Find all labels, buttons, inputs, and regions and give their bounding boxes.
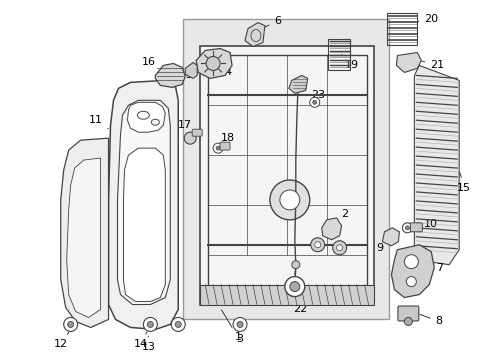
Text: 19: 19 [342, 54, 359, 71]
Circle shape [406, 276, 416, 287]
Circle shape [313, 100, 317, 104]
Circle shape [405, 226, 409, 230]
Polygon shape [322, 218, 342, 240]
Ellipse shape [137, 111, 149, 119]
Polygon shape [155, 63, 185, 87]
Text: 18: 18 [220, 133, 235, 146]
Circle shape [64, 318, 77, 332]
Circle shape [404, 318, 413, 325]
Text: 8: 8 [420, 314, 443, 327]
Text: 20: 20 [417, 14, 439, 24]
Circle shape [175, 321, 181, 328]
Polygon shape [61, 138, 108, 328]
Circle shape [216, 146, 220, 150]
FancyBboxPatch shape [192, 129, 202, 136]
FancyBboxPatch shape [398, 306, 419, 321]
Circle shape [213, 143, 223, 153]
Text: 3: 3 [237, 328, 244, 345]
Circle shape [404, 255, 418, 269]
Circle shape [290, 282, 300, 292]
Text: 4: 4 [217, 65, 232, 77]
Circle shape [144, 318, 157, 332]
Polygon shape [196, 49, 232, 78]
Polygon shape [108, 80, 178, 329]
Polygon shape [118, 100, 171, 305]
Circle shape [237, 321, 243, 328]
Text: 5: 5 [185, 71, 192, 80]
Polygon shape [245, 23, 265, 46]
Circle shape [68, 321, 74, 328]
Text: 21: 21 [422, 60, 444, 71]
Text: 23: 23 [311, 90, 325, 100]
Circle shape [402, 223, 413, 233]
Circle shape [315, 242, 321, 248]
Polygon shape [289, 75, 308, 93]
Polygon shape [383, 228, 399, 246]
Bar [328, 39, 349, 71]
Bar [388, 13, 417, 45]
Polygon shape [392, 245, 434, 298]
Circle shape [172, 318, 185, 332]
Polygon shape [396, 53, 421, 72]
Circle shape [292, 261, 300, 269]
Text: 1: 1 [221, 310, 242, 342]
Text: 16: 16 [142, 58, 162, 72]
Text: 14: 14 [133, 332, 147, 349]
Text: 22: 22 [293, 298, 307, 315]
Bar [200, 285, 374, 305]
Circle shape [184, 132, 196, 144]
Text: 7: 7 [431, 263, 443, 273]
Circle shape [311, 238, 325, 252]
FancyBboxPatch shape [220, 142, 230, 150]
Text: 9: 9 [376, 237, 388, 253]
Polygon shape [183, 19, 390, 319]
Circle shape [333, 241, 346, 255]
Circle shape [206, 57, 220, 71]
Text: 13: 13 [142, 336, 155, 352]
Circle shape [337, 245, 343, 251]
Polygon shape [415, 66, 459, 265]
Polygon shape [127, 102, 165, 132]
Circle shape [233, 318, 247, 332]
Circle shape [310, 97, 319, 107]
Ellipse shape [151, 119, 159, 125]
Circle shape [280, 190, 300, 210]
Text: 11: 11 [89, 115, 108, 129]
Text: 12: 12 [53, 332, 69, 349]
FancyBboxPatch shape [410, 223, 422, 232]
Text: 2: 2 [335, 209, 348, 224]
Polygon shape [67, 158, 100, 318]
Text: 10: 10 [417, 219, 438, 229]
Text: 17: 17 [178, 120, 192, 136]
Text: 6: 6 [260, 15, 281, 29]
Text: 15: 15 [457, 173, 471, 193]
Circle shape [147, 321, 153, 328]
Circle shape [285, 276, 305, 297]
Polygon shape [200, 45, 374, 305]
Circle shape [270, 180, 310, 220]
Polygon shape [185, 62, 197, 78]
Polygon shape [123, 148, 165, 302]
